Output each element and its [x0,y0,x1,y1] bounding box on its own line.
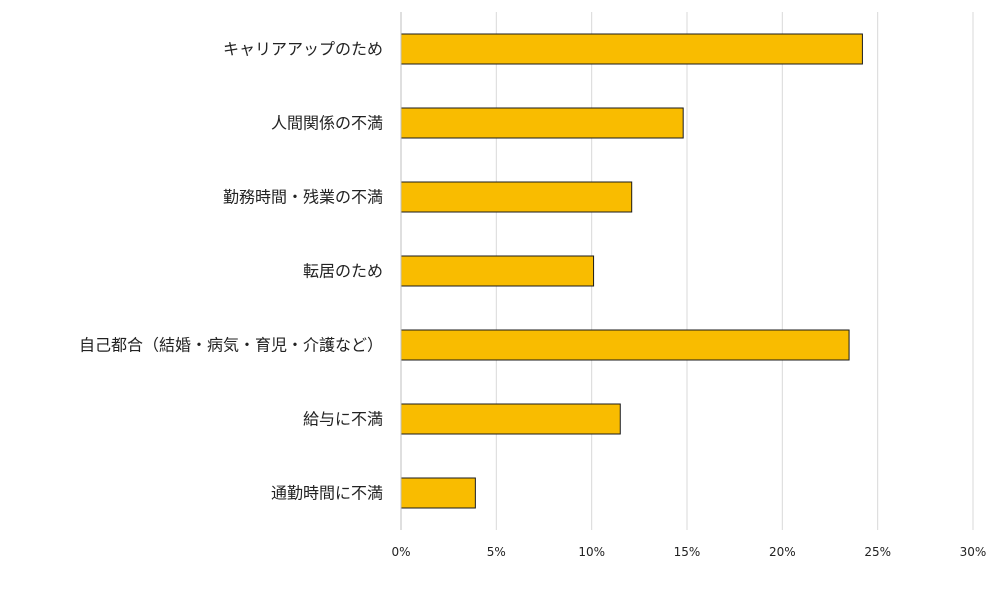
category-label-5: 給与に不満 [303,410,383,429]
bar-6 [400,477,476,509]
x-tick-label-5: 5% [487,545,506,559]
grid-lines [495,12,974,530]
x-tick-labels: 0% 5% 10% 15% 20% 25% 30% [391,545,986,559]
category-label-6: 通勤時間に不満 [271,484,383,503]
bar-3 [400,255,595,287]
category-label-0: キャリアアップのため [223,40,383,59]
bar-1 [400,107,684,139]
category-labels: キャリアアップのため人間関係の不満勤務時間・残業の不満転居のため自己都合（結婚・… [79,40,383,503]
x-tick-label-0: 0% [391,545,410,559]
x-tick-label-30: 30% [960,545,987,559]
bar-2 [400,181,633,213]
x-tick-label-25: 25% [864,545,891,559]
category-label-3: 転居のため [303,262,383,281]
bar-0 [400,33,863,65]
category-label-4: 自己都合（結婚・病気・育児・介護など） [79,336,383,355]
bar-4 [400,329,850,361]
x-tick-label-20: 20% [769,545,796,559]
x-tick-label-10: 10% [578,545,605,559]
bars [400,33,863,509]
category-label-2: 勤務時間・残業の不満 [223,188,383,207]
category-label-1: 人間関係の不満 [271,114,383,133]
bar-5 [400,403,621,435]
x-tick-label-15: 15% [674,545,701,559]
